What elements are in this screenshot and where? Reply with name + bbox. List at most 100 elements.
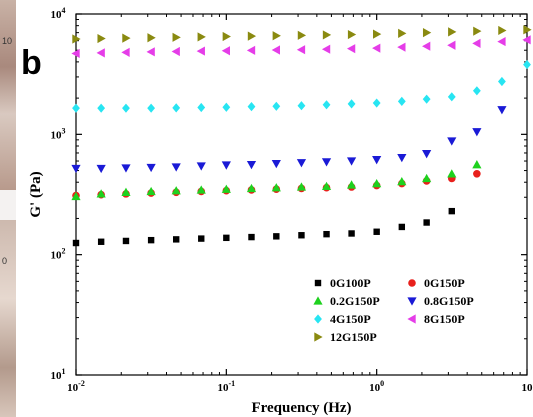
data-point bbox=[172, 32, 181, 42]
data-point bbox=[147, 103, 156, 113]
data-point bbox=[298, 232, 305, 239]
data-point bbox=[422, 41, 431, 51]
data-point bbox=[472, 160, 482, 169]
data-point bbox=[223, 234, 230, 242]
data-point bbox=[246, 183, 257, 193]
data-point bbox=[447, 40, 456, 50]
data-point bbox=[397, 153, 407, 163]
data-point bbox=[473, 26, 482, 36]
data-point bbox=[523, 59, 531, 70]
data-point bbox=[321, 158, 332, 167]
data-point bbox=[346, 180, 357, 189]
series-0.8G150P bbox=[71, 106, 507, 174]
data-point bbox=[196, 162, 206, 171]
data-point bbox=[196, 185, 206, 194]
data-point bbox=[96, 164, 106, 174]
data-point bbox=[498, 25, 507, 36]
data-point bbox=[472, 38, 481, 48]
series-0.2G150P bbox=[71, 160, 482, 201]
legend-label: 0.8G150P bbox=[424, 294, 474, 308]
data-point bbox=[498, 76, 506, 87]
photo-gap bbox=[0, 190, 16, 220]
series-0G100P bbox=[72, 207, 455, 247]
photo-mark-top: 10 bbox=[2, 36, 13, 46]
data-point bbox=[372, 156, 382, 165]
legend-marker bbox=[314, 332, 323, 342]
data-point bbox=[221, 46, 231, 56]
data-point bbox=[297, 101, 306, 111]
data-point bbox=[322, 100, 331, 110]
data-point bbox=[121, 164, 131, 173]
data-point bbox=[71, 164, 81, 174]
data-point bbox=[121, 47, 130, 57]
data-point bbox=[146, 47, 155, 57]
data-point bbox=[422, 94, 431, 104]
data-point bbox=[423, 219, 430, 226]
legend-marker bbox=[407, 314, 416, 324]
data-point bbox=[271, 45, 280, 55]
data-point bbox=[346, 44, 356, 54]
data-point bbox=[247, 31, 257, 41]
data-point bbox=[146, 186, 156, 196]
data-point bbox=[321, 44, 331, 54]
data-point bbox=[221, 184, 231, 193]
legend-label: 4G150P bbox=[330, 312, 371, 326]
data-point bbox=[372, 29, 382, 39]
data-point bbox=[523, 25, 532, 35]
series-8G150P bbox=[71, 35, 531, 59]
data-point bbox=[397, 176, 407, 186]
data-point bbox=[323, 230, 330, 238]
x-tick-label: 10-2 bbox=[67, 379, 85, 394]
y-tick-label: 102 bbox=[51, 247, 66, 262]
data-point bbox=[273, 233, 280, 240]
data-point bbox=[522, 35, 531, 45]
data-point bbox=[346, 157, 357, 166]
series-layer bbox=[71, 25, 532, 247]
y-tick-label: 103 bbox=[51, 126, 66, 141]
data-point bbox=[197, 102, 206, 113]
data-point bbox=[347, 29, 357, 40]
data-point bbox=[246, 45, 256, 55]
data-point bbox=[322, 30, 332, 40]
data-point bbox=[422, 173, 432, 183]
data-point bbox=[348, 230, 355, 237]
legend-label: 0G100P bbox=[330, 276, 371, 290]
data-point bbox=[222, 102, 231, 112]
data-point bbox=[296, 159, 307, 168]
data-point bbox=[447, 92, 456, 102]
data-point bbox=[297, 30, 307, 40]
data-point bbox=[272, 101, 281, 111]
data-point bbox=[422, 28, 432, 38]
data-point bbox=[146, 163, 156, 173]
data-point bbox=[447, 169, 457, 178]
data-point bbox=[271, 183, 281, 192]
data-point bbox=[448, 207, 455, 215]
data-point bbox=[398, 28, 407, 38]
y-tick-label: 104 bbox=[51, 6, 66, 21]
data-point bbox=[398, 223, 406, 231]
data-point bbox=[272, 31, 281, 41]
x-tick-label: 10-1 bbox=[217, 379, 235, 394]
data-point bbox=[122, 237, 130, 245]
data-point bbox=[71, 48, 80, 59]
data-point bbox=[397, 42, 406, 52]
data-point bbox=[97, 103, 106, 113]
data-point bbox=[497, 36, 506, 47]
data-point bbox=[172, 236, 180, 243]
data-point bbox=[222, 31, 231, 42]
data-point bbox=[171, 163, 181, 172]
data-point bbox=[147, 236, 155, 244]
x-tick-label: 100 bbox=[369, 379, 384, 394]
data-point bbox=[472, 86, 481, 96]
data-point bbox=[347, 99, 356, 109]
data-point bbox=[221, 161, 231, 170]
data-point bbox=[97, 33, 106, 44]
x-axis-title: Frequency (Hz) bbox=[251, 400, 351, 416]
panel-label: b bbox=[21, 44, 42, 82]
data-point bbox=[171, 186, 181, 195]
legend-label: 0G150P bbox=[424, 276, 465, 290]
series-12G150P bbox=[72, 25, 532, 44]
data-point bbox=[397, 96, 406, 106]
data-point bbox=[122, 103, 130, 113]
